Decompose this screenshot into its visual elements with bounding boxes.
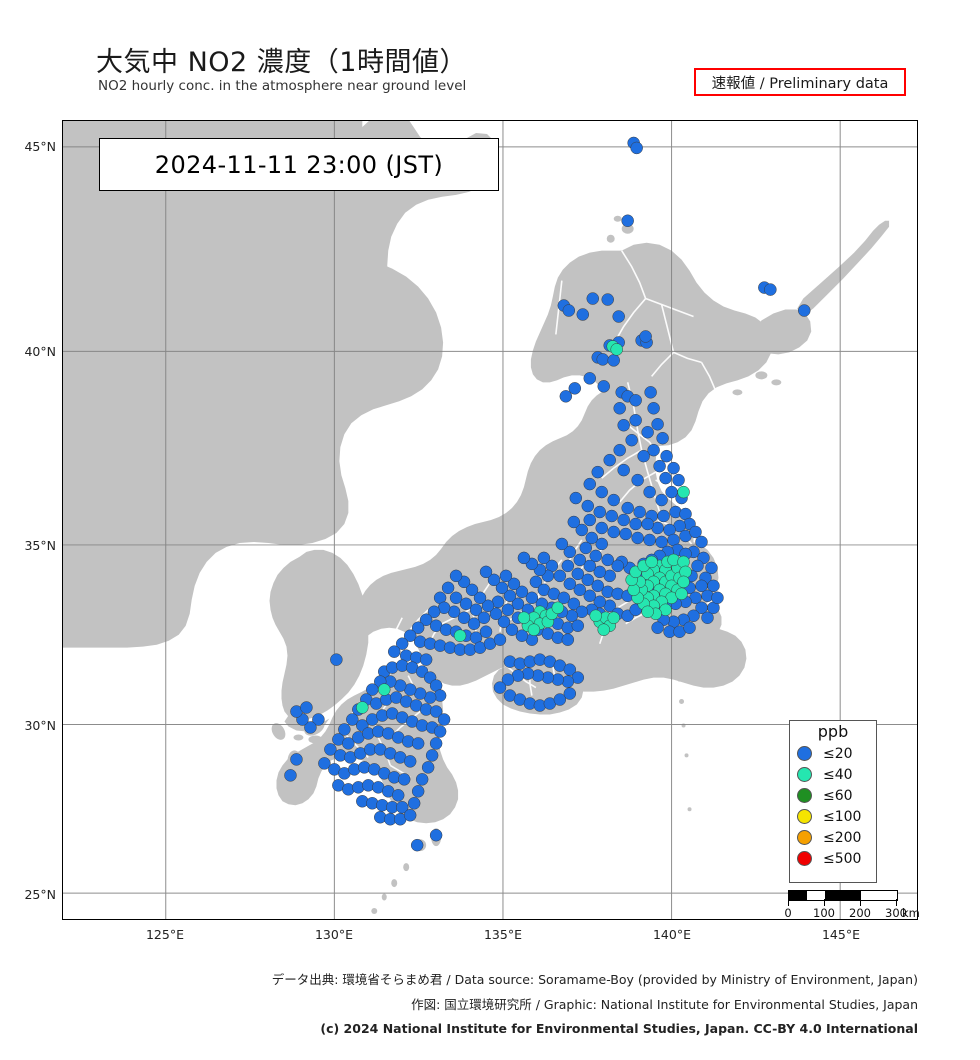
y-axis-tick-30n: 30°N (24, 718, 56, 733)
scale-bar-label-200: 200 (849, 906, 871, 920)
station-points-le40 (356, 340, 692, 714)
y-axis-tick-45n: 45°N (24, 139, 56, 154)
legend-swatch-le200 (797, 830, 812, 845)
x-axis-tick-145e: 145°E (821, 927, 860, 942)
x-axis-tick-140e: 140°E (652, 927, 691, 942)
legend-item-le200[interactable]: ≤200 (790, 827, 876, 848)
preliminary-data-badge: 速報値 / Preliminary data (694, 68, 906, 96)
scale-bar-segment-1 (789, 891, 807, 900)
x-axis-tick-135e: 135°E (483, 927, 522, 942)
scale-bar: 0 100 200 300 km (784, 890, 920, 924)
legend-swatch-le100 (797, 809, 812, 824)
scale-bar-label-100: 100 (813, 906, 835, 920)
scale-bar-unit: km (902, 906, 920, 920)
legend-label-le200: ≤200 (823, 829, 862, 846)
scale-bar-segment-2 (825, 891, 861, 900)
legend-item-le60[interactable]: ≤60 (790, 785, 876, 806)
map-svg (63, 121, 917, 919)
scale-bar-label-300: 300 (885, 906, 907, 920)
scale-bar-track (788, 890, 898, 901)
legend-swatch-le500 (797, 851, 812, 866)
y-axis-tick-25n: 25°N (24, 887, 56, 902)
footer-data-source: データ出典: 環境省そらまめ君 / Data source: Soramame-… (271, 972, 918, 987)
legend-title: ppb (817, 722, 849, 741)
legend-panel: ppb ≤20 ≤40 ≤60 ≤100 ≤200 ≤500 (789, 720, 877, 883)
scale-bar-tick-300 (896, 899, 897, 906)
x-axis-tick-130e: 130°E (314, 927, 353, 942)
legend-swatch-le40 (797, 767, 812, 782)
legend-item-le40[interactable]: ≤40 (790, 764, 876, 785)
legend-item-le500[interactable]: ≤500 (790, 848, 876, 869)
station-points-layer (284, 136, 811, 852)
page-title: 大気中 NO2 濃度（1時間値） (96, 47, 467, 78)
legend-label-le20: ≤20 (823, 745, 853, 762)
scale-bar-tick-0 (788, 899, 789, 906)
page-subtitle: NO2 hourly conc. in the atmosphere near … (98, 78, 467, 94)
legend-item-le20[interactable]: ≤20 (790, 743, 876, 764)
legend-label-le500: ≤500 (823, 850, 862, 867)
footer-graphic-credit: 作図: 国立環境研究所 / Graphic: National Institut… (411, 997, 918, 1012)
legend-item-le100[interactable]: ≤100 (790, 806, 876, 827)
scale-bar-label-0: 0 (784, 906, 792, 920)
y-axis-tick-40n: 40°N (24, 344, 56, 359)
legend-swatch-le20 (797, 746, 812, 761)
scale-bar-tick-100 (824, 899, 825, 906)
legend-label-le100: ≤100 (823, 808, 862, 825)
y-axis-tick-35n: 35°N (24, 538, 56, 553)
x-axis-tick-125e: 125°E (145, 927, 184, 942)
legend-label-le60: ≤60 (823, 787, 853, 804)
map-plot-area (62, 120, 918, 920)
footer-copyright: (c) 2024 National Institute for Environm… (320, 1021, 918, 1036)
timestamp-box: 2024-11-11 23:00 (JST) (99, 138, 499, 191)
scale-bar-tick-200 (860, 899, 861, 906)
legend-swatch-le60 (797, 788, 812, 803)
legend-label-le40: ≤40 (823, 766, 853, 783)
